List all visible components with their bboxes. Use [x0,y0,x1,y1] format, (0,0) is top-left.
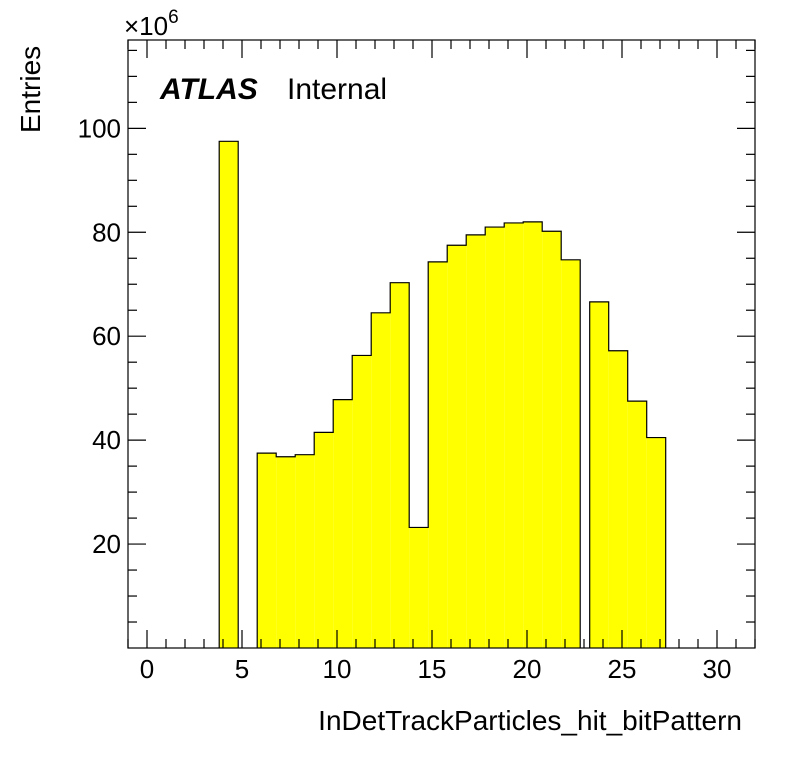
y-tick-label: 40 [92,425,121,455]
histogram-bin-15 [523,221,543,648]
histogram-bin-14 [504,222,524,648]
histogram-bin-3 [295,454,315,648]
x-tick-label: 25 [608,654,637,684]
histogram-bin-12 [466,234,486,648]
histogram-bin-21 [646,437,666,648]
x-tick-label: 5 [235,654,249,684]
x-axis-title: InDetTrackParticles_hit_bitPattern [318,705,742,736]
histogram-bin-7 [371,312,391,648]
x-tick-label: 20 [513,654,542,684]
x-tick-label: 15 [418,654,447,684]
y-tick-labels: 20 40 60 80 100 [78,113,121,559]
x-tick-label: 30 [703,654,732,684]
histogram-bin-5 [333,399,353,648]
histogram-bin-17 [561,259,581,648]
histogram-outline [218,140,667,648]
histogram-bin-13 [485,227,505,649]
histogram-bin-8 [390,282,410,648]
atlas-label: ATLAS [159,73,258,106]
histogram-bin-19 [608,350,628,648]
x-tick-label: 0 [140,654,154,684]
histogram-bin-4 [314,432,334,648]
y-multiplier: ×106 [124,7,179,41]
histogram-bin-18 [589,301,609,648]
histogram-bin-2 [276,456,296,648]
y-tick-label: 100 [78,113,121,143]
histogram-bin-10 [428,261,448,648]
plot-frame [127,39,756,649]
histogram-bin-0 [219,141,239,649]
axis-ticks [127,40,756,648]
y-tick-label: 80 [92,217,121,247]
histogram-bin-9 [409,527,429,648]
histogram-bin-1 [257,453,277,648]
x-tick-label: 10 [323,654,352,684]
y-axis-title: Entries [15,46,46,133]
y-multiplier-exponent: 6 [168,7,179,28]
x-tick-labels: 0 5 10 15 20 25 30 [140,654,732,684]
histogram-bin-11 [447,245,467,648]
y-tick-label: 20 [92,529,121,559]
internal-label: Internal [287,73,387,106]
histogram-bars [219,141,666,649]
histogram-bin-20 [627,401,647,648]
y-multiplier-base: ×10 [124,11,168,41]
y-tick-label: 60 [92,321,121,351]
histogram-bin-16 [542,231,562,648]
histogram-bin-6 [352,355,372,648]
